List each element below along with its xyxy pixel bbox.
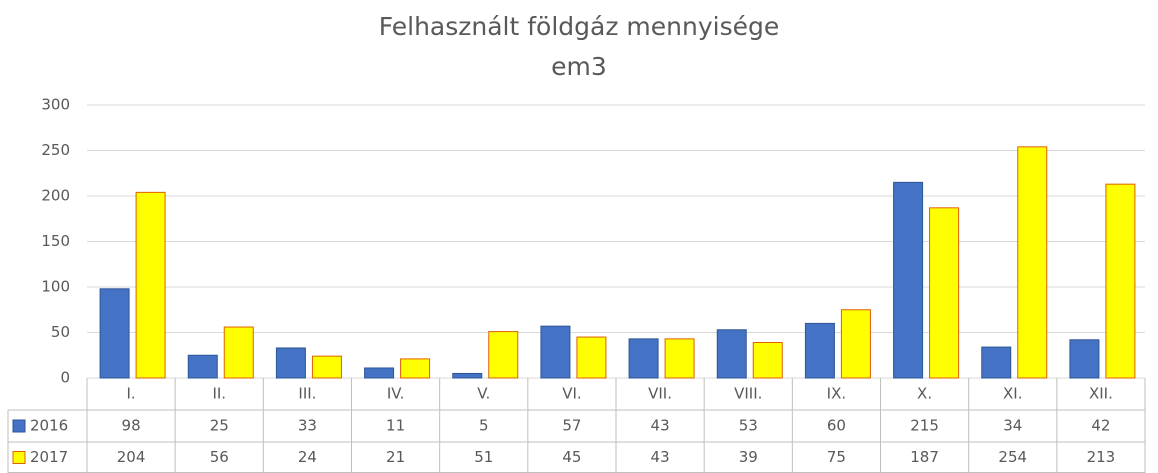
table-value: 57 bbox=[562, 417, 581, 435]
table-value: 33 bbox=[298, 417, 317, 435]
y-tick-label: 250 bbox=[41, 141, 70, 159]
bar bbox=[981, 346, 1012, 379]
bar bbox=[135, 191, 166, 379]
table-value: 21 bbox=[386, 448, 405, 466]
chart-subtitle: em3 bbox=[551, 52, 607, 81]
legend-swatch bbox=[12, 451, 26, 464]
bar bbox=[752, 342, 783, 379]
bar bbox=[400, 358, 431, 379]
y-tick-label: 100 bbox=[41, 278, 70, 296]
bar bbox=[99, 288, 130, 379]
bar bbox=[311, 355, 342, 379]
x-tick-label: XII. bbox=[1089, 385, 1113, 403]
table-value: 215 bbox=[910, 417, 939, 435]
bar bbox=[1105, 183, 1136, 379]
table-value: 51 bbox=[474, 448, 493, 466]
table-value: 24 bbox=[298, 448, 317, 466]
bar bbox=[840, 309, 871, 379]
bar bbox=[664, 338, 695, 379]
legend-label: 2016 bbox=[30, 417, 68, 435]
bar bbox=[929, 207, 960, 379]
x-tick-label: II. bbox=[212, 385, 226, 403]
bar bbox=[223, 326, 254, 379]
bar bbox=[275, 347, 306, 379]
x-tick-label: III. bbox=[298, 385, 316, 403]
bar bbox=[1069, 339, 1100, 379]
x-tick-label: IX. bbox=[827, 385, 846, 403]
bar bbox=[488, 331, 519, 379]
bar bbox=[804, 322, 835, 379]
x-tick-label: VI. bbox=[562, 385, 581, 403]
x-tick-label: X. bbox=[917, 385, 932, 403]
x-tick-label: VIII. bbox=[734, 385, 762, 403]
table-value: 204 bbox=[117, 448, 146, 466]
table-value: 5 bbox=[479, 417, 489, 435]
y-tick-label: 200 bbox=[41, 187, 70, 205]
table-value: 254 bbox=[998, 448, 1027, 466]
bar bbox=[452, 372, 483, 379]
y-tick-label: 50 bbox=[51, 323, 70, 341]
table-value: 187 bbox=[910, 448, 939, 466]
bar bbox=[576, 336, 607, 379]
table-value: 43 bbox=[651, 448, 670, 466]
table-value: 25 bbox=[210, 417, 229, 435]
x-tick-label: XI. bbox=[1003, 385, 1022, 403]
bar bbox=[893, 181, 924, 379]
legend-label: 2017 bbox=[30, 448, 68, 466]
x-tick-label: VII. bbox=[648, 385, 672, 403]
bar bbox=[540, 325, 571, 379]
table-value: 213 bbox=[1087, 448, 1116, 466]
table-value: 45 bbox=[562, 448, 581, 466]
y-tick-label: 150 bbox=[41, 232, 70, 250]
bar bbox=[716, 329, 747, 379]
table-value: 60 bbox=[827, 417, 846, 435]
bar bbox=[187, 354, 218, 379]
chart-title: Felhasznált földgáz mennyisége bbox=[379, 12, 780, 41]
table-value: 43 bbox=[651, 417, 670, 435]
y-tick-label: 300 bbox=[41, 96, 70, 114]
table-value: 11 bbox=[386, 417, 405, 435]
table-value: 53 bbox=[739, 417, 758, 435]
bar bbox=[1017, 146, 1048, 379]
x-tick-label: I. bbox=[126, 385, 135, 403]
legend-swatch bbox=[12, 419, 26, 433]
table-value: 39 bbox=[739, 448, 758, 466]
table-value: 56 bbox=[210, 448, 229, 466]
bar bbox=[628, 338, 659, 379]
bar bbox=[364, 367, 395, 379]
table-value: 42 bbox=[1091, 417, 1110, 435]
x-tick-label: V. bbox=[477, 385, 490, 403]
table-value: 34 bbox=[1003, 417, 1022, 435]
x-tick-label: IV. bbox=[387, 385, 405, 403]
table-value: 75 bbox=[827, 448, 846, 466]
y-tick-label: 0 bbox=[60, 369, 70, 387]
table-value: 98 bbox=[122, 417, 141, 435]
